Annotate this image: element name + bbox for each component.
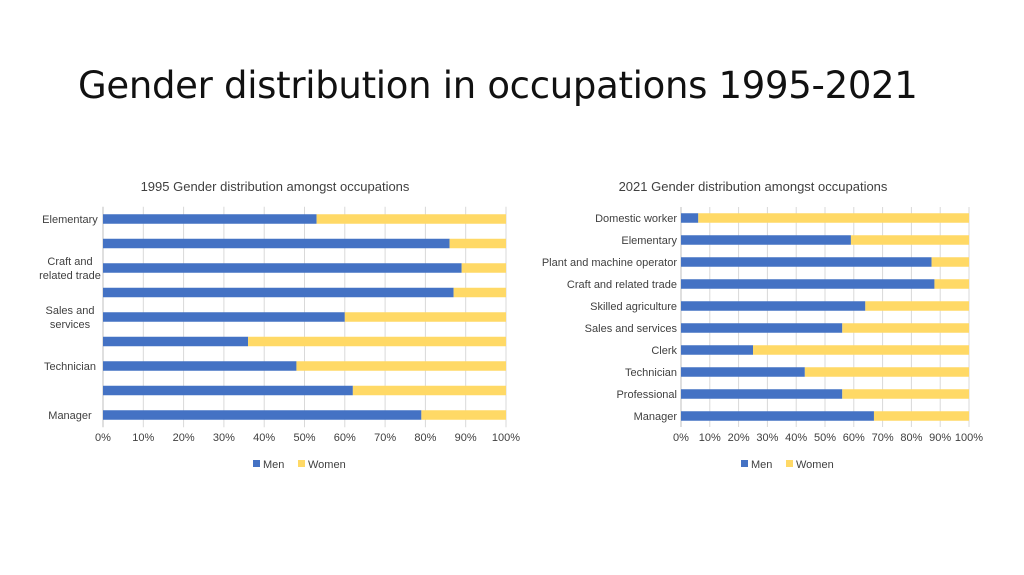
- x-tick-label-1995: 40%: [253, 432, 275, 444]
- bar-women-1995: [344, 312, 506, 322]
- bar-men-2021: [681, 323, 843, 333]
- x-tick-label-1995: 90%: [455, 432, 477, 444]
- bar-women-2021: [865, 301, 969, 311]
- chart-title-1995: 1995 Gender distribution amongst occupat…: [141, 179, 410, 194]
- bar-men-1995: [103, 312, 345, 322]
- category-label-1995: Sales and services: [46, 305, 95, 331]
- bar-men-2021: [681, 235, 851, 245]
- bar-women-1995: [352, 385, 506, 396]
- x-tick-label-1995: 80%: [414, 432, 436, 444]
- bar-men-1995: [103, 385, 353, 396]
- x-tick-label-1995: 0%: [95, 432, 111, 444]
- bar-women-1995: [453, 287, 506, 298]
- bar-men-2021: [681, 345, 753, 355]
- x-tick-label-2021: 60%: [843, 432, 865, 444]
- bar-women-1995: [461, 263, 506, 273]
- category-label-1995: Technician: [44, 361, 96, 373]
- bar-women-2021: [842, 323, 969, 333]
- x-tick-label-2021: 50%: [814, 432, 836, 444]
- x-tick-label-2021: 30%: [756, 432, 778, 444]
- bar-men-2021: [681, 389, 843, 399]
- legend-swatch-women-1995: [298, 460, 305, 467]
- category-label-2021: Domestic worker: [595, 213, 677, 225]
- bar-women-1995: [449, 238, 506, 249]
- legend-swatch-women-2021: [786, 460, 793, 467]
- bar-men-1995: [103, 238, 450, 249]
- bar-women-1995: [248, 336, 506, 347]
- category-label-2021: Plant and machine operator: [542, 257, 677, 269]
- bar-men-1995: [103, 214, 317, 224]
- category-label-2021: Elementary: [621, 235, 677, 247]
- legend-label-men-1995: Men: [263, 459, 284, 471]
- bar-women-2021: [850, 235, 969, 245]
- bar-men-2021: [681, 279, 935, 289]
- bar-men-1995: [103, 287, 454, 298]
- x-tick-label-1995: 70%: [374, 432, 396, 444]
- bar-women-2021: [698, 213, 969, 223]
- category-label-2021: Professional: [616, 389, 677, 401]
- x-tick-label-1995: 50%: [293, 432, 315, 444]
- bar-men-2021: [681, 367, 805, 377]
- chart-title-2021: 2021 Gender distribution amongst occupat…: [619, 179, 888, 194]
- x-tick-label-1995: 20%: [173, 432, 195, 444]
- legend-label-women-1995: Women: [308, 459, 346, 471]
- x-tick-label-2021: 100%: [955, 432, 983, 444]
- category-label-1995: Manager: [48, 410, 92, 422]
- x-tick-label-1995: 60%: [334, 432, 356, 444]
- bar-women-1995: [316, 214, 506, 224]
- bar-men-1995: [103, 410, 422, 420]
- bar-women-2021: [804, 367, 969, 377]
- bar-women-1995: [421, 410, 506, 420]
- legend-swatch-men-1995: [253, 460, 260, 467]
- x-tick-label-2021: 70%: [872, 432, 894, 444]
- bar-men-1995: [103, 336, 249, 347]
- x-tick-label-2021: 0%: [673, 432, 689, 444]
- x-tick-label-1995: 10%: [132, 432, 154, 444]
- category-label-1995: Elementary: [42, 214, 98, 226]
- bar-men-1995: [103, 263, 462, 273]
- bar-men-1995: [103, 361, 297, 371]
- x-tick-label-2021: 10%: [699, 432, 721, 444]
- legend-label-men-2021: Men: [751, 459, 772, 471]
- bar-women-2021: [931, 257, 969, 267]
- category-label-1995: Craft and related trade: [39, 256, 101, 282]
- category-label-2021: Technician: [625, 367, 677, 379]
- category-label-2021: Skilled agriculture: [590, 301, 677, 313]
- bar-men-2021: [681, 257, 932, 267]
- x-tick-label-2021: 80%: [900, 432, 922, 444]
- legend-swatch-men-2021: [741, 460, 748, 467]
- bar-men-2021: [681, 213, 699, 223]
- bar-women-1995: [296, 361, 506, 371]
- category-label-2021: Manager: [634, 411, 678, 423]
- x-tick-label-1995: 30%: [213, 432, 235, 444]
- bar-women-2021: [873, 411, 969, 421]
- bar-men-2021: [681, 301, 866, 311]
- x-tick-label-1995: 100%: [492, 432, 520, 444]
- x-tick-label-2021: 40%: [785, 432, 807, 444]
- bar-men-2021: [681, 411, 874, 421]
- category-label-2021: Clerk: [651, 345, 677, 357]
- bar-women-2021: [753, 345, 969, 355]
- slide-title: Gender distribution in occupations 1995-…: [78, 64, 918, 107]
- x-tick-label-2021: 20%: [728, 432, 750, 444]
- category-label-2021: Sales and services: [585, 323, 678, 335]
- bar-women-2021: [842, 389, 969, 399]
- legend-label-women-2021: Women: [796, 459, 834, 471]
- category-label-2021: Craft and related trade: [567, 279, 677, 291]
- bar-women-2021: [934, 279, 969, 289]
- x-tick-label-2021: 90%: [929, 432, 951, 444]
